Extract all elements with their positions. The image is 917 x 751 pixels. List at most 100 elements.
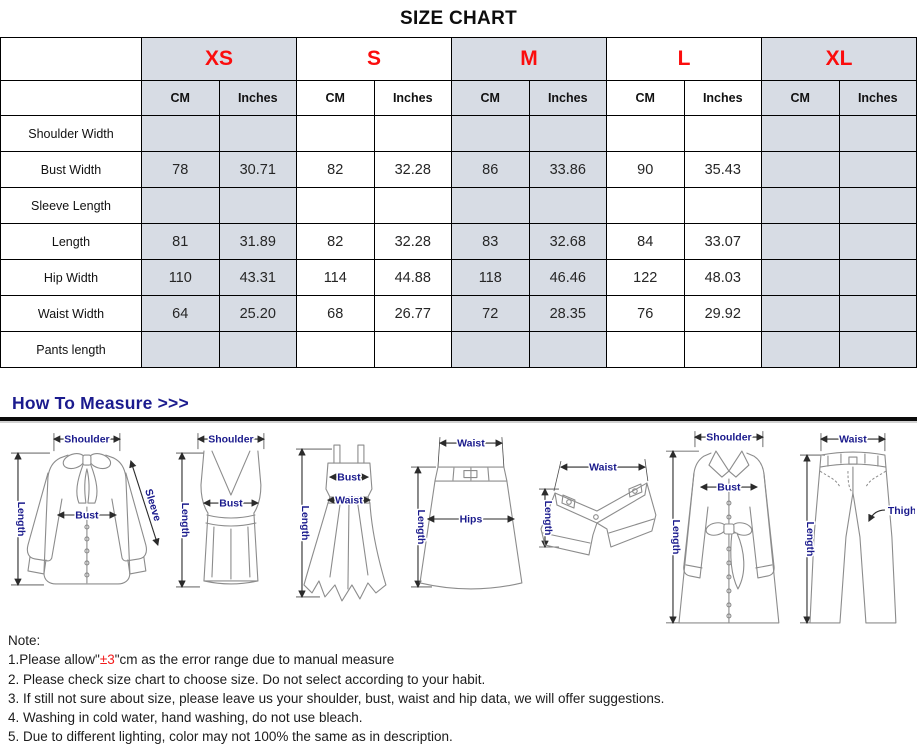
unit-header: CM [141, 80, 220, 116]
label-length: Length [415, 510, 426, 545]
unit-header: CM [296, 80, 375, 116]
label-length: Length [15, 502, 26, 537]
table-cell: 48.03 [683, 259, 762, 296]
label-hips: Hips [459, 515, 482, 526]
table-cell [451, 187, 530, 224]
unit-header: Inches [683, 80, 762, 116]
label-length: Length [804, 522, 815, 557]
corner-cell [0, 37, 142, 81]
table-cell [761, 151, 840, 188]
label-bust: Bust [718, 483, 742, 494]
table-cell [218, 331, 297, 368]
table-cell: 82 [296, 223, 375, 260]
table-row: Bust Width 78 30.71 82 32.28 86 33.86 90 35.43 [0, 151, 917, 188]
size-header-xl: XL [761, 37, 917, 81]
table-cell: 68 [296, 295, 375, 332]
label-shoulder: Shoulder [706, 433, 751, 444]
table-cell [218, 187, 297, 224]
tank-top-diagram: Shoulder Length Bust [175, 433, 265, 589]
page-title: SIZE CHART [400, 7, 517, 29]
size-header-s: S [296, 37, 452, 81]
table-cell [761, 331, 840, 368]
skirt-diagram: Waist Length Hips [410, 437, 522, 590]
table-cell: 35.43 [683, 151, 762, 188]
table-cell: 64 [141, 295, 220, 332]
label-length: Length [542, 501, 553, 536]
table-cell [606, 187, 685, 224]
table-cell [218, 115, 297, 152]
row-label: Hip Width [0, 259, 142, 296]
table-cell [528, 331, 607, 368]
notes-heading: Note: [8, 633, 41, 648]
table-cell [838, 223, 917, 260]
table-cell: 76 [606, 295, 685, 332]
table-cell: 81 [141, 223, 220, 260]
table-cell: 25.20 [218, 295, 297, 332]
label-waist: Waist [335, 496, 363, 507]
table-cell: 33.86 [528, 151, 607, 188]
table-cell: 82 [296, 151, 375, 188]
table-cell [761, 223, 840, 260]
row-label: Waist Width [0, 295, 142, 332]
table-cell [451, 331, 530, 368]
table-row: Pants length [0, 331, 917, 368]
divider [0, 417, 917, 421]
table-cell: 28.35 [528, 295, 607, 332]
table-cell: 43.31 [218, 259, 297, 296]
table-cell: 84 [606, 223, 685, 260]
table-cell: 31.89 [218, 223, 297, 260]
label-shoulder: Shoulder [64, 435, 109, 446]
blouse-diagram: Shoulder Length Bust Sleeve [10, 433, 164, 587]
table-cell [451, 115, 530, 152]
pants-diagram: Waist Length Thigh [800, 433, 915, 625]
coat-diagram: Shoulder Length Bust [666, 431, 780, 625]
row-label: Length [0, 223, 142, 260]
table-cell [683, 331, 762, 368]
dress-diagram: Length Bust Waist [295, 444, 387, 602]
shorts-diagram: Waist Length [539, 459, 657, 556]
title-bar: SIZE CHART [0, 0, 917, 37]
note-1-suffix: "cm as the error range due to manual mea… [114, 652, 395, 668]
table-cell [761, 115, 840, 152]
unit-header: Inches [373, 80, 452, 116]
unit-header: Inches [218, 80, 297, 116]
note-1-tolerance: ±3 [99, 652, 115, 668]
table-cell: 46.46 [528, 259, 607, 296]
label-thigh: Thigh [888, 506, 915, 517]
table-row: Waist Width 64 25.20 68 26.77 72 28.35 76 29.92 [0, 295, 917, 332]
table-cell [296, 187, 375, 224]
table-cell [373, 115, 452, 152]
table-cell [296, 331, 375, 368]
label-length: Length [179, 503, 190, 538]
table-cell [296, 115, 375, 152]
size-table-body: Shoulder Width Bust Width 78 30.71 82 32.28 86… [0, 115, 917, 368]
measure-diagrams: Shoulder Length Bust Sleeve Shoulder Len… [0, 421, 917, 627]
table-cell [838, 331, 917, 368]
table-cell [606, 115, 685, 152]
table-cell [528, 115, 607, 152]
table-row: Length 81 31.89 82 32.28 83 32.68 84 33.07 [0, 223, 917, 260]
table-cell: 72 [451, 295, 530, 332]
table-cell: 122 [606, 259, 685, 296]
table-cell [373, 187, 452, 224]
note-line-5: 5. Due to different lighting, color may … [8, 729, 453, 745]
table-cell [683, 187, 762, 224]
label-waist: Waist [457, 439, 485, 450]
note-line-3: 3. If still not sure about size, please … [8, 690, 665, 706]
table-cell: 83 [451, 223, 530, 260]
size-table: XS S M L XL CM Inches CM Inches CM Inche… [0, 37, 917, 368]
table-cell [141, 187, 220, 224]
notes-section: Note: 1.Please allow"±3"cm as the error … [0, 627, 917, 747]
label-bust: Bust [219, 499, 243, 510]
table-cell: 90 [606, 151, 685, 188]
table-cell: 118 [451, 259, 530, 296]
table-cell [141, 115, 220, 152]
row-label: Bust Width [0, 151, 142, 188]
table-row: Hip Width 110 43.31 114 44.88 118 46.46 122 48.0… [0, 259, 917, 296]
note-line-4: 4. Washing in cold water, hand washing, … [8, 710, 363, 726]
table-cell [761, 295, 840, 332]
table-cell: 32.28 [373, 223, 452, 260]
table-cell: 78 [141, 151, 220, 188]
table-cell: 29.92 [683, 295, 762, 332]
row-label: Shoulder Width [0, 115, 142, 152]
